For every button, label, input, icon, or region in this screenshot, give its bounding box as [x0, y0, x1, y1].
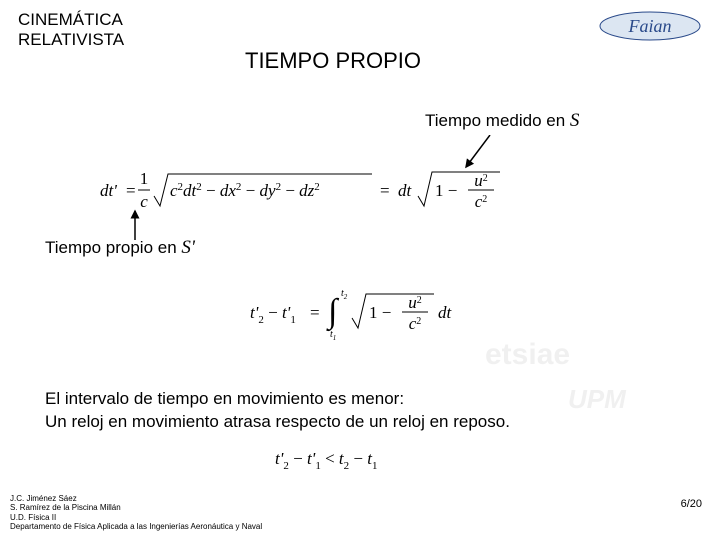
- brand-logo: Faian: [595, 10, 705, 50]
- header-subject: CINEMÁTICA RELATIVISTA: [18, 10, 124, 51]
- svg-text:UPM: UPM: [568, 384, 627, 414]
- svg-text:=: =: [380, 181, 390, 200]
- label-proper-Sprime: Tiempo propio en S': [45, 237, 195, 259]
- frame-S-symbol: S: [570, 110, 580, 131]
- svg-text:1 −: 1 −: [369, 303, 391, 322]
- footer-l4: Departamento de Física Aplicada a las In…: [10, 522, 262, 532]
- watermark-upm: UPM: [550, 378, 660, 418]
- svg-text:dt': dt': [100, 181, 117, 200]
- label-measured-S: Tiempo medido en S: [425, 110, 579, 132]
- svg-text:c2dt2 − dx2 − dy2 − dz2: c2dt2 − dx2 − dy2 − dz2: [170, 181, 320, 200]
- svg-text:t1: t1: [330, 329, 336, 342]
- conclusion-line1: El intervalo de tiempo en movimiento es …: [45, 388, 510, 411]
- footer-l1: J.C. Jiménez Sáez: [10, 494, 262, 504]
- footer-l3: U.D. Física II: [10, 513, 262, 523]
- frame-Sprime-symbol: S': [181, 237, 195, 258]
- svg-text:1: 1: [140, 169, 149, 188]
- subject-line1: CINEMÁTICA: [18, 10, 123, 29]
- equation-proper-time-differential: dt' = 1 c c2dt2 − dx2 − dy2 − dz2 = dt 1…: [100, 162, 570, 220]
- footer-l2: S. Ramírez de la Piscina Millán: [10, 503, 262, 513]
- equation-inequality: t'2 − t'1 < t2 − t1: [275, 444, 425, 474]
- svg-text:∫: ∫: [326, 293, 340, 332]
- logo-text: Faian: [628, 16, 672, 36]
- svg-text:c2: c2: [475, 192, 488, 211]
- svg-text:dt: dt: [398, 181, 413, 200]
- conclusion-block: El intervalo de tiempo en movimiento es …: [45, 388, 510, 434]
- svg-text:t2: t2: [341, 288, 348, 301]
- svg-text:=: =: [310, 303, 320, 322]
- svg-text:c2: c2: [409, 314, 422, 333]
- svg-text:u2: u2: [408, 293, 422, 312]
- equation-proper-time-integral: t'2 − t'1 = ∫ t2 t1 1 − u2 c2 dt: [250, 282, 450, 340]
- svg-text:u2: u2: [474, 171, 488, 190]
- label-proper-Sprime-text: Tiempo propio en: [45, 238, 181, 257]
- footer-credits: J.C. Jiménez Sáez S. Ramírez de la Pisci…: [10, 494, 262, 532]
- section-title: TIEMPO PROPIO: [245, 48, 421, 74]
- svg-text:=: =: [126, 181, 136, 200]
- watermark-etsiae: etsiae: [475, 330, 640, 378]
- subject-line2: RELATIVISTA: [18, 30, 124, 49]
- page-number: 6/20: [681, 498, 702, 510]
- svg-text:etsiae: etsiae: [485, 338, 570, 371]
- conclusion-line2: Un reloj en movimiento atrasa respecto d…: [45, 411, 510, 434]
- svg-text:t'2 − t'1: t'2 − t'1: [250, 303, 296, 326]
- svg-text:dt: dt: [438, 303, 453, 322]
- svg-text:t'2 − t'1 < t2 − t1: t'2 − t'1 < t2 − t1: [275, 449, 377, 472]
- label-measured-S-text: Tiempo medido en: [425, 111, 570, 130]
- svg-text:1 −: 1 −: [435, 181, 457, 200]
